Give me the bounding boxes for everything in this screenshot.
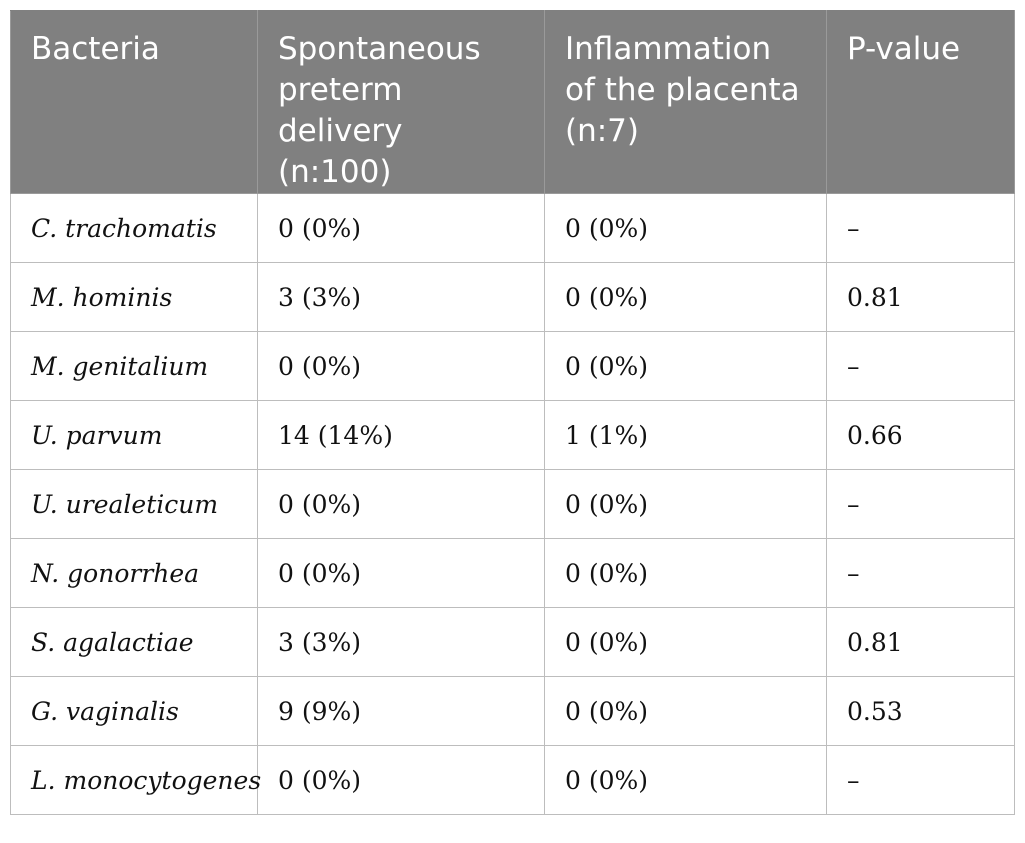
cell-preterm: 3 (3%): [257, 607, 545, 677]
cell-bacteria: L. monocytogenes: [10, 745, 261, 815]
cell-p-value: –: [826, 469, 1015, 539]
cell-preterm: 3 (3%): [257, 262, 545, 332]
bacteria-table: Bacteria Spontaneous preterm delivery (n…: [10, 10, 1015, 815]
table-row: S. agalactiae 3 (3%) 0 (0%) 0.81: [10, 607, 1015, 677]
cell-inflammation: 0 (0%): [544, 193, 827, 263]
header-bacteria: Bacteria: [10, 10, 258, 194]
table-row: U. urealeticum 0 (0%) 0 (0%) –: [10, 469, 1015, 539]
header-spontaneous-preterm-delivery: Spontaneous preterm delivery (n:100): [257, 10, 545, 194]
table-row: U. parvum 14 (14%) 1 (1%) 0.66: [10, 400, 1015, 470]
cell-bacteria: U. parvum: [10, 400, 258, 470]
cell-p-value: –: [826, 745, 1015, 815]
cell-preterm: 0 (0%): [257, 331, 545, 401]
cell-p-value: –: [826, 193, 1015, 263]
table-row: C. trachomatis 0 (0%) 0 (0%) –: [10, 193, 1015, 263]
cell-bacteria: G. vaginalis: [10, 676, 258, 746]
cell-bacteria: N. gonorrhea: [10, 538, 258, 608]
cell-bacteria: M. genitalium: [10, 331, 258, 401]
cell-inflammation: 0 (0%): [544, 676, 827, 746]
cell-inflammation: 0 (0%): [544, 262, 827, 332]
cell-p-value: 0.81: [826, 607, 1015, 677]
data-table-container: Bacteria Spontaneous preterm delivery (n…: [10, 10, 1015, 815]
table-row: G. vaginalis 9 (9%) 0 (0%) 0.53: [10, 676, 1015, 746]
header-p-value: P-value: [826, 10, 1015, 194]
cell-p-value: –: [826, 331, 1015, 401]
cell-bacteria: M. hominis: [10, 262, 258, 332]
cell-inflammation: 0 (0%): [544, 469, 827, 539]
header-row: Bacteria Spontaneous preterm delivery (n…: [10, 10, 1015, 194]
header-inflammation-of-placenta: Inflammation of the placenta (n:7): [544, 10, 827, 194]
cell-preterm: 14 (14%): [257, 400, 545, 470]
cell-inflammation: 0 (0%): [544, 538, 827, 608]
cell-inflammation: 0 (0%): [544, 607, 827, 677]
table-row: L. monocytogenes 0 (0%) 0 (0%) –: [10, 745, 1015, 815]
cell-p-value: 0.81: [826, 262, 1015, 332]
cell-preterm: 9 (9%): [257, 676, 545, 746]
table-header: Bacteria Spontaneous preterm delivery (n…: [10, 10, 1015, 194]
cell-inflammation: 0 (0%): [544, 745, 827, 815]
cell-preterm: 0 (0%): [257, 745, 545, 815]
cell-bacteria: U. urealeticum: [10, 469, 258, 539]
cell-inflammation: 0 (0%): [544, 331, 827, 401]
cell-p-value: 0.66: [826, 400, 1015, 470]
cell-p-value: 0.53: [826, 676, 1015, 746]
cell-preterm: 0 (0%): [257, 193, 545, 263]
cell-preterm: 0 (0%): [257, 538, 545, 608]
cell-bacteria: S. agalactiae: [10, 607, 258, 677]
table-body: C. trachomatis 0 (0%) 0 (0%) – M. homini…: [10, 193, 1015, 815]
table-row: M. genitalium 0 (0%) 0 (0%) –: [10, 331, 1015, 401]
table-row: N. gonorrhea 0 (0%) 0 (0%) –: [10, 538, 1015, 608]
cell-inflammation: 1 (1%): [544, 400, 827, 470]
table-row: M. hominis 3 (3%) 0 (0%) 0.81: [10, 262, 1015, 332]
cell-p-value: –: [826, 538, 1015, 608]
cell-bacteria: C. trachomatis: [10, 193, 258, 263]
cell-preterm: 0 (0%): [257, 469, 545, 539]
